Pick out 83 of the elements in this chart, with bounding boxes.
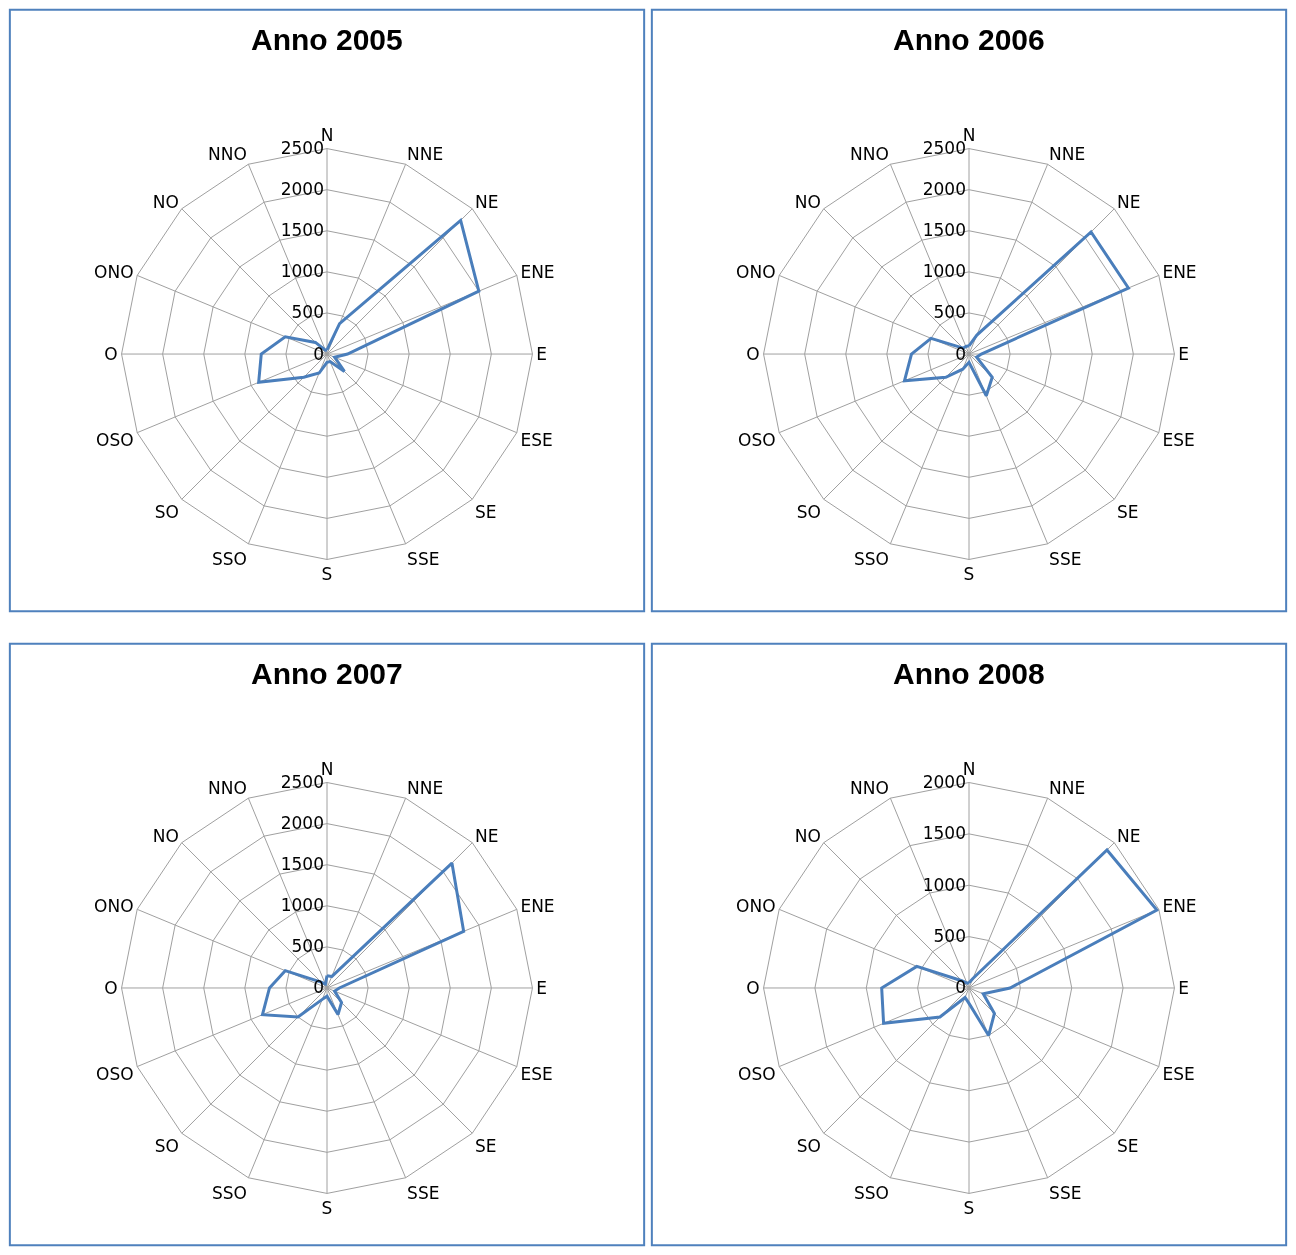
spoke-label: NNO: [208, 143, 247, 164]
spoke-label: SE: [475, 502, 497, 523]
spoke-label: NNE: [1049, 777, 1086, 798]
spoke-label: ESE: [1162, 430, 1195, 451]
y-tick-label: 0: [313, 977, 324, 998]
spoke-label: ENE: [520, 262, 555, 283]
y-tick-label: 2000: [280, 813, 324, 834]
spoke-label: ESE: [520, 430, 553, 451]
spoke-label: ENE: [1162, 896, 1197, 917]
y-tick-label: 1500: [280, 854, 324, 875]
spoke-label: SO: [796, 1136, 821, 1157]
y-tick-label: 2000: [922, 179, 966, 200]
y-tick-label: 0: [955, 343, 966, 364]
spoke-label: O: [104, 977, 118, 998]
chart-title: Anno 2006: [893, 23, 1045, 56]
spoke-label: O: [104, 343, 118, 364]
y-tick-label: 1000: [280, 261, 324, 282]
spoke-label: ONO: [94, 896, 134, 917]
y-tick-label: 1000: [280, 895, 324, 916]
y-tick-label: 0: [313, 343, 324, 364]
spoke-label: NNO: [850, 777, 889, 798]
spoke-label: ESE: [1162, 1064, 1195, 1085]
spoke-label: ONO: [736, 896, 776, 917]
y-tick-label: 500: [933, 302, 966, 323]
y-tick-label: 500: [933, 926, 966, 947]
spoke-label: S: [321, 1198, 333, 1219]
spoke-label: NNO: [208, 777, 247, 798]
spoke-label: SSE: [407, 1183, 440, 1204]
chart-title: Anno 2007: [251, 657, 403, 690]
y-tick-label: 2000: [280, 179, 324, 200]
y-tick-label: 1500: [922, 220, 966, 241]
spoke-label: SO: [154, 502, 179, 523]
spoke-label: ESE: [520, 1064, 553, 1085]
spoke-label: SO: [796, 502, 821, 523]
spoke-label: E: [536, 343, 548, 364]
spoke-label: NNE: [407, 777, 444, 798]
spoke-label: NE: [1117, 191, 1141, 212]
spoke-label: SSO: [853, 1183, 889, 1204]
spoke-label: OSO: [738, 430, 776, 451]
spoke-label: NO: [152, 191, 179, 212]
spoke-label: SSO: [853, 549, 889, 570]
spoke-label: SSE: [1049, 1183, 1082, 1204]
spoke-label: S: [963, 1198, 975, 1219]
spoke-label: NNE: [1049, 143, 1086, 164]
spoke-label: ENE: [1162, 262, 1197, 283]
chart-title: Anno 2008: [893, 657, 1045, 690]
spoke-label: OSO: [96, 1064, 134, 1085]
spoke-label: O: [746, 977, 760, 998]
spoke-label: E: [1178, 343, 1190, 364]
y-tick-label: 1000: [922, 261, 966, 282]
spoke-label: NO: [794, 191, 821, 212]
spoke-label: NE: [1117, 825, 1141, 846]
spoke-label: NNO: [850, 143, 889, 164]
y-tick-label: 500: [291, 302, 324, 323]
y-tick-label: 1000: [922, 874, 966, 895]
spoke-label: NE: [475, 191, 499, 212]
spoke-label: NO: [152, 825, 179, 846]
spoke-label: S: [963, 564, 975, 585]
spoke-label: ONO: [94, 262, 134, 283]
spoke-label: NO: [794, 825, 821, 846]
spoke-label: O: [746, 343, 760, 364]
y-tick-label: 1500: [922, 823, 966, 844]
spoke-label: OSO: [738, 1064, 776, 1085]
y-tick-label: 1500: [280, 220, 324, 241]
spoke-label: SSE: [1049, 549, 1082, 570]
spoke-label: ENE: [520, 896, 555, 917]
spoke-label: OSO: [96, 430, 134, 451]
spoke-label: SE: [1117, 1136, 1139, 1157]
spoke-label: SSE: [407, 549, 440, 570]
spoke-label: SE: [475, 1136, 497, 1157]
y-tick-label: 500: [291, 936, 324, 957]
spoke-label: E: [1178, 977, 1190, 998]
spoke-label: SE: [1117, 502, 1139, 523]
spoke-label: ONO: [736, 262, 776, 283]
spoke-label: E: [536, 977, 548, 998]
spoke-label: SSO: [211, 1183, 247, 1204]
spoke-label: SSO: [211, 549, 247, 570]
spoke-label: NE: [475, 825, 499, 846]
y-tick-label: 0: [955, 977, 966, 998]
spoke-label: S: [321, 564, 333, 585]
spoke-label: NNE: [407, 143, 444, 164]
chart-title: Anno 2005: [251, 23, 403, 56]
spoke-label: SO: [154, 1136, 179, 1157]
